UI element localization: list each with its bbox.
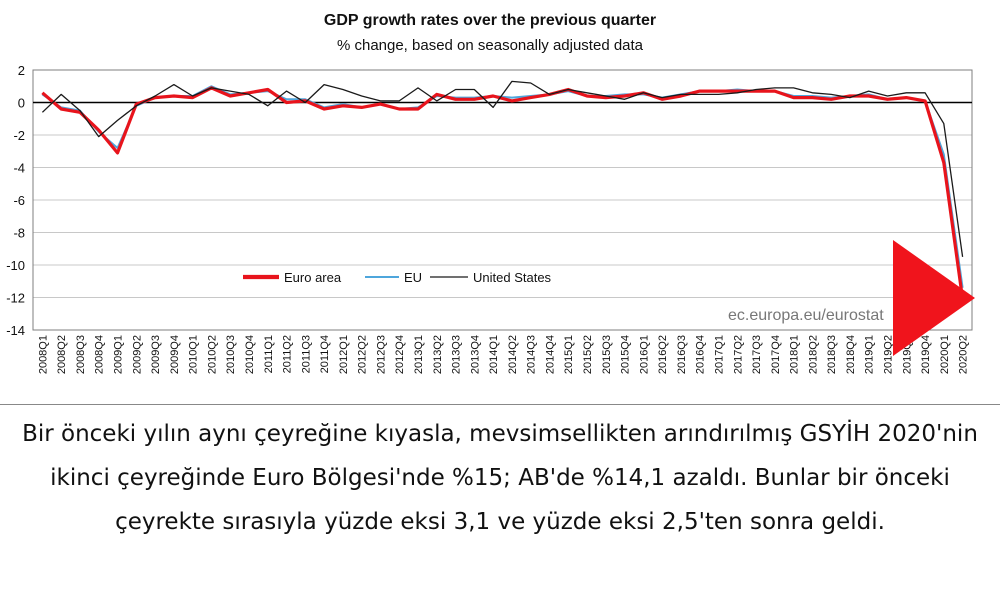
y-tick-label: -6 bbox=[13, 193, 25, 208]
x-axis-ticks: 2008Q1 2008Q2 2008Q3 2008Q4 2009Q1 2009Q2 2009… bbox=[37, 335, 969, 374]
x-tick-label: 2017Q3 bbox=[751, 335, 763, 374]
chart-subtitle: % change, based on seasonally adjusted d… bbox=[337, 37, 644, 54]
x-tick-label: 2018Q4 bbox=[845, 335, 857, 374]
y-tick-label: -4 bbox=[13, 161, 25, 176]
x-tick-label: 2013Q2 bbox=[432, 335, 444, 374]
x-tick-label: 2014Q2 bbox=[507, 335, 519, 374]
x-tick-label: 2018Q2 bbox=[807, 335, 819, 374]
y-axis-ticks: 2 0 -2 -4 -6 -8 -10 -12 -14 bbox=[6, 63, 25, 338]
x-tick-label: 2019Q2 bbox=[882, 335, 894, 374]
x-tick-label: 2013Q3 bbox=[451, 335, 463, 374]
caption-text: Bir önceki yılın aynı çeyreğine kıyasla,… bbox=[22, 421, 978, 535]
source-watermark: ec.europa.eu/eurostat bbox=[728, 307, 884, 324]
x-tick-label: 2012Q4 bbox=[394, 335, 406, 374]
x-tick-label: 2017Q2 bbox=[732, 335, 744, 374]
divider-line bbox=[0, 404, 1000, 405]
x-tick-label: 2008Q3 bbox=[75, 335, 87, 374]
x-tick-label: 2020Q1 bbox=[939, 335, 951, 374]
x-tick-label: 2011Q3 bbox=[300, 335, 312, 373]
x-tick-label: 2008Q1 bbox=[37, 335, 49, 374]
series-line-euro-area bbox=[41, 86, 965, 300]
y-tick-label: -14 bbox=[6, 323, 25, 338]
y-tick-label: -2 bbox=[13, 128, 25, 143]
x-tick-label: 2016Q4 bbox=[695, 335, 707, 374]
plot-border bbox=[32, 69, 973, 331]
x-tick-label: 2017Q1 bbox=[713, 335, 725, 374]
x-tick-label: 2015Q1 bbox=[563, 335, 575, 374]
y-tick-label: -10 bbox=[6, 258, 25, 273]
series-line-united-states bbox=[41, 80, 964, 257]
x-tick-label: 2018Q1 bbox=[789, 335, 801, 374]
x-tick-label: 2010Q3 bbox=[225, 335, 237, 374]
x-tick-label: 2015Q4 bbox=[620, 335, 632, 374]
x-tick-label: 2014Q1 bbox=[488, 335, 500, 374]
red-arrow-icon bbox=[893, 240, 975, 356]
y-tick-label: 2 bbox=[18, 63, 25, 78]
series-line-eu bbox=[41, 85, 964, 288]
x-tick-label: 2011Q4 bbox=[319, 335, 331, 373]
legend: Euro area EU United States bbox=[243, 270, 552, 285]
y-tick-label: 0 bbox=[18, 96, 25, 111]
x-tick-label: 2020Q2 bbox=[958, 335, 970, 374]
x-tick-label: 2009Q2 bbox=[131, 335, 143, 374]
x-tick-label: 2012Q1 bbox=[338, 335, 350, 374]
x-tick-label: 2015Q3 bbox=[601, 335, 613, 374]
x-tick-label: 2015Q2 bbox=[582, 335, 594, 374]
chart-title: GDP growth rates over the previous quart… bbox=[324, 12, 656, 29]
chart-area: GDP growth rates over the previous quart… bbox=[6, 12, 975, 374]
x-tick-label: 2012Q2 bbox=[357, 335, 369, 374]
x-tick-label: 2016Q3 bbox=[676, 335, 688, 374]
x-tick-label: 2009Q1 bbox=[113, 335, 125, 374]
x-tick-label: 2016Q1 bbox=[638, 335, 650, 374]
x-tick-label: 2010Q1 bbox=[188, 335, 200, 374]
x-tick-label: 2018Q3 bbox=[826, 335, 838, 374]
legend-label: Euro area bbox=[284, 270, 342, 285]
x-tick-label: 2011Q2 bbox=[282, 335, 294, 373]
x-tick-label: 2008Q2 bbox=[56, 335, 68, 374]
x-tick-label: 2009Q3 bbox=[150, 335, 162, 374]
x-tick-label: 2010Q4 bbox=[244, 335, 256, 374]
x-tick-label: 2016Q2 bbox=[657, 335, 669, 374]
x-tick-label: 2010Q2 bbox=[206, 335, 218, 374]
series-lines bbox=[41, 80, 965, 300]
legend-label: United States bbox=[473, 270, 552, 285]
grid-lines bbox=[33, 69, 972, 331]
x-tick-label: 2019Q4 bbox=[920, 335, 932, 374]
y-tick-label: -12 bbox=[6, 291, 25, 306]
y-tick-label: -8 bbox=[13, 226, 25, 241]
x-tick-label: 2009Q4 bbox=[169, 335, 181, 374]
x-tick-label: 2008Q4 bbox=[94, 335, 106, 374]
x-tick-label: 2011Q1 bbox=[263, 335, 275, 373]
x-tick-label: 2014Q4 bbox=[544, 335, 556, 374]
gdp-growth-chart: GDP growth rates over the previous quart… bbox=[6, 12, 975, 374]
x-tick-label: 2012Q3 bbox=[375, 335, 387, 374]
x-tick-label: 2013Q4 bbox=[469, 335, 481, 374]
x-tick-label: 2014Q3 bbox=[526, 335, 538, 374]
x-tick-label: 2013Q1 bbox=[413, 335, 425, 374]
x-tick-label: 2019Q1 bbox=[864, 335, 876, 374]
x-tick-label: 2017Q4 bbox=[770, 335, 782, 374]
legend-label: EU bbox=[404, 270, 422, 285]
